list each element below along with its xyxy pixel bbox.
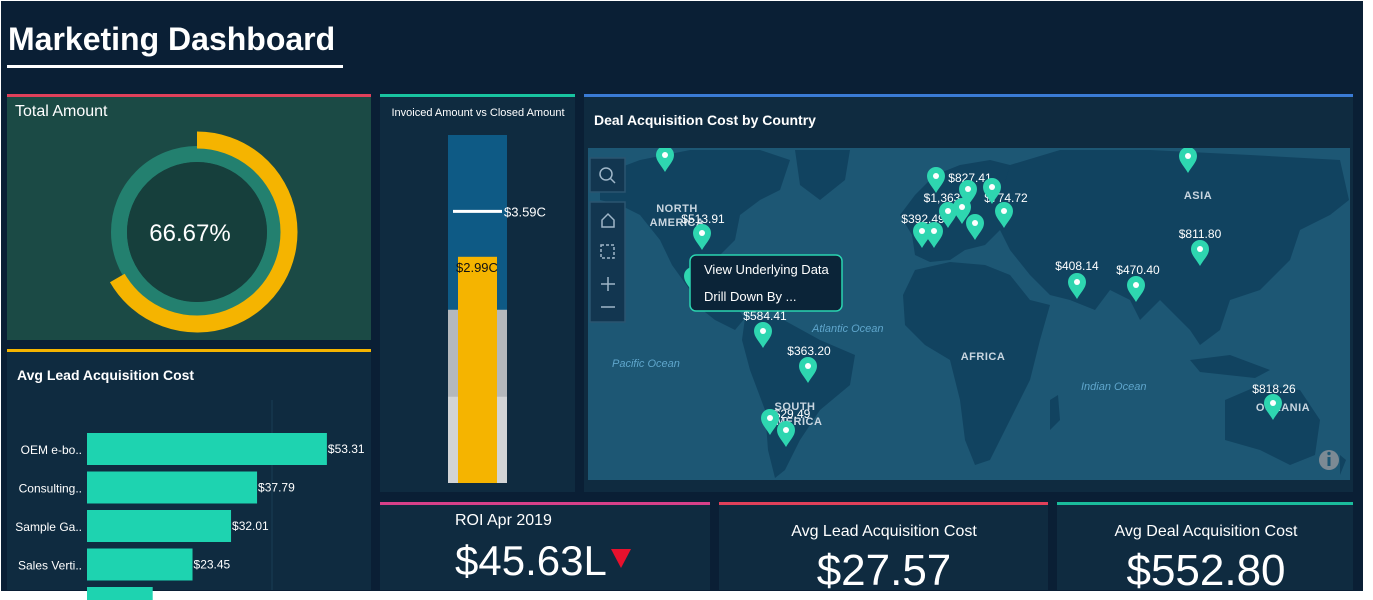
region-label: ASIA [1184,190,1212,202]
pin-label: $513.91 [681,212,725,226]
panel-title: Invoiced Amount vs Closed Amount [391,107,564,119]
info-icon [1327,451,1331,456]
value-label: $37.79 [258,481,295,495]
pin-label: $408.14 [1055,259,1099,273]
context-menu [689,254,843,312]
target-label: $3.59C [504,204,546,219]
panel [380,502,710,590]
category-label: OEM e-bo.. [21,443,82,457]
bar [87,587,153,600]
panel-accent [7,94,371,97]
map: NORTH AMERICA ASIA AFRICA SOUTH AMERICA … [588,148,1350,480]
pin-label: $584.41 [743,309,787,323]
panel-title: Avg Lead Acquisition Cost [17,367,194,383]
panel [719,502,1048,590]
category-label: Consulting.. [19,482,82,496]
panel-accent [7,349,371,352]
pin-label: $811.80 [1179,227,1222,241]
zoom-toolbar[interactable] [589,201,626,323]
pin-label: $827.41 [948,171,992,185]
kpi-title: ROI Apr 2019 [455,512,552,529]
region-label: AFRICA [961,351,1006,363]
category-label: Sample Ga.. [15,520,82,534]
donut-hole [127,162,267,302]
panel [1057,502,1353,590]
kpi-title: Avg Lead Acquisition Cost [791,523,977,540]
ocean-label: Indian Ocean [1081,381,1146,393]
ocean-label: Pacific Ocean [612,358,680,370]
value-label: $23.45 [194,558,231,572]
ocean-label: Atlantic Ocean [811,323,884,335]
pin-label: $470.40 [1116,263,1160,277]
search-button[interactable] [589,157,626,193]
bar-label: $2.99C [456,260,498,275]
panel-accent [1057,502,1353,505]
menu-item[interactable]: View Underlying Data [704,262,830,277]
info-icon [1327,457,1331,466]
pin-label: $818.26 [1252,382,1296,396]
land [600,150,1349,478]
donut-arc [109,131,298,333]
category-label: Sales Verti.. [18,559,82,573]
panel-title: Total Amount [15,103,108,120]
pin-label: $29.49 [774,407,811,421]
title-underline [7,65,343,68]
kpi-value: $27.57 [817,546,952,595]
panel-accent [584,94,1353,97]
bar [87,471,258,504]
donut-track [111,146,283,318]
value-label: $32.01 [232,519,269,533]
pin-label: $1,363 [924,191,961,205]
panel-accent [380,502,710,505]
region-label: AMERICA [650,217,705,229]
value-label: $53.31 [328,442,365,456]
kpi-value: $45.63L [455,537,607,584]
panel-accent [380,94,575,97]
kpi-title: Avg Deal Acquisition Cost [1115,523,1298,540]
region-label: NORTH [656,203,698,215]
bar [87,510,232,542]
pin-label: $363.20 [787,344,831,358]
map-toolbar [589,157,626,323]
kpi-value: $552.80 [1126,546,1285,595]
trend-down-icon [611,549,631,568]
bar [87,433,327,465]
region-label: SOUTH [775,401,816,413]
donut-label: 66.67% [149,220,230,247]
panel-title: Deal Acquisition Cost by Country [594,112,816,128]
title: Marketing Dashboard [8,21,335,57]
panel-accent [719,502,1048,505]
menu-item[interactable]: Drill Down By ... [704,289,796,304]
region-label: OCEANIA [1256,402,1310,414]
bullet-bar [458,256,497,483]
bar [87,548,193,581]
